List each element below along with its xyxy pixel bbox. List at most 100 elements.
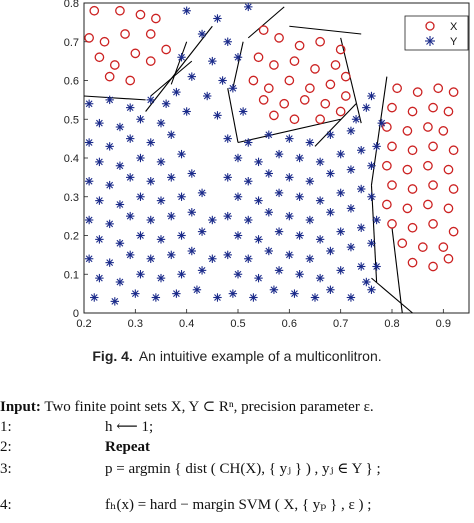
y-point: [90, 293, 99, 302]
separating-line: [289, 25, 362, 35]
y-point: [84, 254, 94, 263]
x-point: [115, 5, 125, 16]
y-point: [274, 149, 284, 159]
y-point: [187, 246, 196, 256]
y-point: [95, 157, 104, 167]
y-tick-label: 0.2: [64, 231, 79, 243]
x-point: [253, 52, 264, 63]
y-point: [357, 262, 366, 271]
x-tick-label: 0.5: [230, 318, 245, 330]
x-point: [407, 145, 418, 156]
x-point: [330, 60, 341, 70]
y-point: [156, 196, 166, 205]
y-point: [326, 130, 335, 139]
y-point: [264, 208, 273, 217]
x-point: [89, 5, 100, 16]
x-point: [258, 95, 269, 105]
y-point: [172, 87, 181, 97]
y-point: [146, 95, 155, 105]
separating-line: [314, 103, 357, 147]
y-point: [187, 72, 196, 81]
y-tick-label: 0.3: [64, 192, 79, 204]
y-point: [295, 231, 304, 240]
y-point: [110, 297, 119, 306]
scatter-figure: 0.20.30.40.50.60.70.80.9100.10.20.30.40.…: [64, 0, 470, 330]
y-point: [131, 289, 140, 298]
y-point: [182, 6, 191, 15]
y-point: [233, 53, 243, 62]
y-point: [264, 169, 273, 178]
y-point: [105, 258, 114, 267]
y-point: [156, 157, 166, 167]
y-point: [274, 188, 284, 198]
y-point: [187, 208, 196, 217]
separating-line: [145, 25, 213, 112]
step-number: 3:: [0, 461, 12, 477]
x-point: [109, 60, 120, 70]
y-point: [305, 215, 315, 225]
x-point: [289, 56, 300, 66]
x-tick-label: 0.6: [282, 318, 297, 330]
y-point: [187, 169, 196, 178]
y-point: [156, 273, 166, 283]
x-point: [325, 79, 336, 90]
y-point: [95, 235, 104, 244]
x-point: [315, 114, 325, 125]
x-point: [335, 44, 346, 55]
y-point: [264, 246, 273, 256]
y-point: [126, 211, 135, 221]
y-point: [208, 254, 217, 263]
x-tick-label: 0.9: [436, 318, 451, 330]
y-point: [315, 196, 325, 205]
x-point: [104, 71, 115, 82]
x-point: [448, 145, 459, 156]
y-point: [362, 277, 371, 287]
y-point: [377, 118, 386, 128]
y-point: [105, 219, 114, 229]
y-point: [115, 239, 125, 248]
y-point: [197, 227, 207, 236]
x-point: [423, 122, 433, 132]
x-point: [428, 219, 438, 229]
y-point: [146, 215, 155, 225]
y-point: [115, 200, 125, 209]
x-point: [274, 33, 284, 43]
y-point: [326, 285, 335, 294]
y-point: [156, 118, 166, 128]
y-point: [274, 266, 284, 275]
y-point: [367, 161, 376, 170]
input-label: Input:: [0, 399, 41, 415]
y-point: [223, 211, 232, 221]
y-point: [136, 192, 145, 201]
figure-caption: Fig. 4. An intuitive example of a multico…: [0, 348, 474, 364]
algorithm-input-line: Input: Two finite point sets X, Y ⊂ Rⁿ, …: [0, 398, 374, 416]
x-point: [392, 83, 402, 94]
legend-x-marker: [425, 21, 435, 31]
separating-line: [150, 60, 193, 97]
x-point: [315, 36, 325, 47]
x-point: [305, 83, 315, 94]
x-point: [248, 75, 259, 86]
x-tick-label: 0.2: [76, 318, 91, 330]
y-point: [362, 103, 371, 112]
y-point: [357, 146, 366, 155]
y-point: [161, 99, 171, 108]
x-point: [382, 160, 392, 171]
separating-line: [232, 41, 244, 89]
y-point: [136, 153, 145, 163]
y-point: [315, 157, 325, 167]
step-body: fₕ(x) = hard − margin SVM ( X, { yₚ } , …: [105, 497, 372, 513]
y-point: [208, 215, 217, 225]
x-point: [448, 226, 459, 237]
separating-line: [247, 6, 285, 39]
y-point: [285, 134, 294, 143]
y-point: [233, 153, 243, 163]
y-point: [346, 204, 356, 213]
y-tick-label: 0.4: [64, 153, 79, 165]
y-point: [285, 250, 294, 260]
legend-x-label: X: [450, 21, 458, 33]
x-point: [438, 126, 449, 136]
separating-line: [170, 41, 188, 85]
separating-line: [227, 88, 239, 143]
y-point: [285, 173, 294, 182]
